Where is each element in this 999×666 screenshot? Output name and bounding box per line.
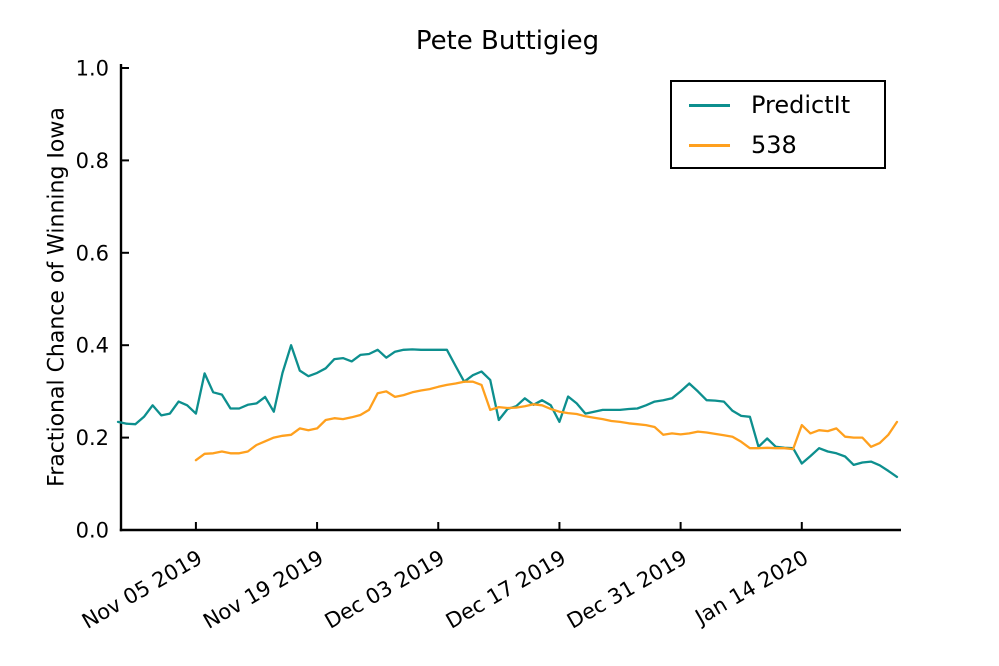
x-tick-label: Dec 03 2019 xyxy=(321,546,449,634)
legend-label-predictit: PredictIt xyxy=(751,91,851,119)
x-tick-label: Nov 05 2019 xyxy=(78,546,206,634)
legend-line-swatch-predictit xyxy=(689,103,730,107)
y-tick-label: 0.0 xyxy=(76,519,109,543)
y-tick-label: 0.6 xyxy=(76,241,109,265)
y-tick-label: 0.8 xyxy=(76,149,109,173)
chart-title: Pete Buttigieg xyxy=(415,26,600,56)
y-tick-label: 0.4 xyxy=(76,334,109,358)
legend-item-predictit: PredictIt xyxy=(672,86,884,124)
axes-spines xyxy=(119,64,901,532)
y-tick-label: 0.2 xyxy=(76,426,109,450)
series-line-predictit xyxy=(116,344,899,479)
x-tick-label: Dec 31 2019 xyxy=(563,546,691,634)
legend-item-538: 538 xyxy=(672,126,884,164)
legend: PredictIt 538 xyxy=(670,80,886,169)
series-line-538 xyxy=(194,380,899,462)
legend-line-swatch-538 xyxy=(689,143,730,147)
x-tick-label: Dec 17 2019 xyxy=(442,546,570,634)
y-tick-label: 1.0 xyxy=(76,57,109,81)
y-axis: 0.0 0.2 0.4 0.6 0.8 1.0 xyxy=(76,57,129,543)
x-tick-label: Jan 14 2020 xyxy=(690,546,813,631)
x-tick-label: Nov 19 2019 xyxy=(199,546,327,634)
legend-label-538: 538 xyxy=(751,131,797,159)
y-axis-label: Fractional Chance of Winning Iowa xyxy=(44,107,70,487)
